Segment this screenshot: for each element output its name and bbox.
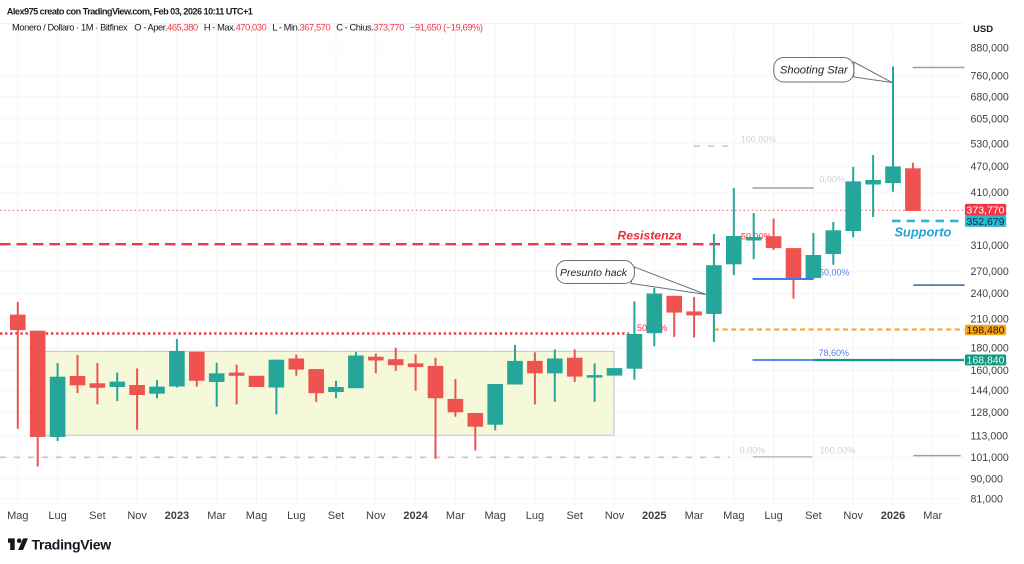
svg-text:310,000: 310,000 (971, 240, 1009, 252)
svg-text:198,480: 198,480 (967, 325, 1005, 337)
svg-text:Lug: Lug (764, 510, 782, 522)
svg-text:Lug: Lug (287, 510, 305, 522)
svg-text:410,000: 410,000 (971, 187, 1009, 199)
svg-text:TradingView: TradingView (32, 537, 112, 553)
svg-text:180,000: 180,000 (971, 343, 1009, 355)
svg-text:270,000: 270,000 (971, 266, 1009, 278)
svg-text:Set: Set (328, 510, 345, 522)
svg-text:Lug: Lug (526, 510, 544, 522)
svg-text:605,000: 605,000 (971, 114, 1009, 126)
svg-text:240,000: 240,000 (971, 288, 1009, 300)
svg-text:352,679: 352,679 (967, 216, 1005, 228)
svg-text:Mar: Mar (446, 510, 465, 522)
svg-text:50,00%: 50,00% (819, 268, 850, 278)
svg-text:2026: 2026 (881, 510, 905, 522)
svg-text:128,000: 128,000 (971, 407, 1009, 419)
svg-text:0,00%: 0,00% (740, 446, 766, 456)
svg-text:78,60%: 78,60% (819, 348, 850, 358)
svg-text:Shooting Star: Shooting Star (780, 65, 849, 77)
svg-text:160,000: 160,000 (971, 365, 1009, 377)
svg-text:Set: Set (805, 510, 822, 522)
svg-text:Set: Set (89, 510, 106, 522)
svg-text:101,000: 101,000 (971, 452, 1009, 464)
svg-text:Supporto: Supporto (895, 225, 952, 240)
svg-text:Mar: Mar (923, 510, 942, 522)
svg-text:Monero / Dollaro · 1M · Bitfin: Monero / Dollaro · 1M · Bitfinex O - Aper… (12, 23, 483, 33)
svg-text:Mag: Mag (7, 510, 28, 522)
svg-text:Lug: Lug (48, 510, 66, 522)
svg-text:168,840: 168,840 (967, 355, 1005, 367)
svg-text:Nov: Nov (843, 510, 863, 522)
svg-text:Nov: Nov (366, 510, 386, 522)
svg-text:530,000: 530,000 (971, 139, 1009, 151)
svg-text:210,000: 210,000 (971, 313, 1009, 325)
svg-text:373,770: 373,770 (967, 205, 1005, 217)
svg-text:100,00%: 100,00% (820, 446, 856, 456)
svg-text:Mar: Mar (685, 510, 704, 522)
svg-text:Set: Set (566, 510, 583, 522)
svg-text:USD: USD (973, 24, 993, 35)
svg-text:50,00%: 50,00% (741, 232, 772, 242)
svg-text:Nov: Nov (605, 510, 625, 522)
svg-text:2024: 2024 (403, 510, 428, 522)
svg-text:2025: 2025 (642, 510, 666, 522)
svg-text:Mag: Mag (484, 510, 505, 522)
svg-text:680,000: 680,000 (971, 91, 1009, 103)
svg-text:Resistenza: Resistenza (617, 228, 681, 242)
svg-text:Nov: Nov (127, 510, 147, 522)
svg-text:113,000: 113,000 (971, 431, 1009, 443)
svg-text:Mag: Mag (246, 510, 267, 522)
svg-text:Mar: Mar (207, 510, 226, 522)
svg-text:470,000: 470,000 (971, 161, 1009, 173)
svg-text:81,000: 81,000 (971, 494, 1004, 506)
svg-text:Mag: Mag (723, 510, 744, 522)
svg-text:2023: 2023 (165, 510, 189, 522)
svg-text:144,000: 144,000 (971, 385, 1009, 397)
svg-text:Alex975 creato con TradingView: Alex975 creato con TradingView.com, Feb … (7, 7, 253, 17)
svg-text:880,000: 880,000 (971, 43, 1009, 55)
svg-text:Presunto hack: Presunto hack (560, 267, 628, 279)
svg-text:0,00%: 0,00% (819, 175, 845, 185)
svg-text:90,000: 90,000 (971, 474, 1004, 486)
svg-text:760,000: 760,000 (971, 70, 1009, 82)
svg-text:100,00%: 100,00% (741, 135, 777, 145)
